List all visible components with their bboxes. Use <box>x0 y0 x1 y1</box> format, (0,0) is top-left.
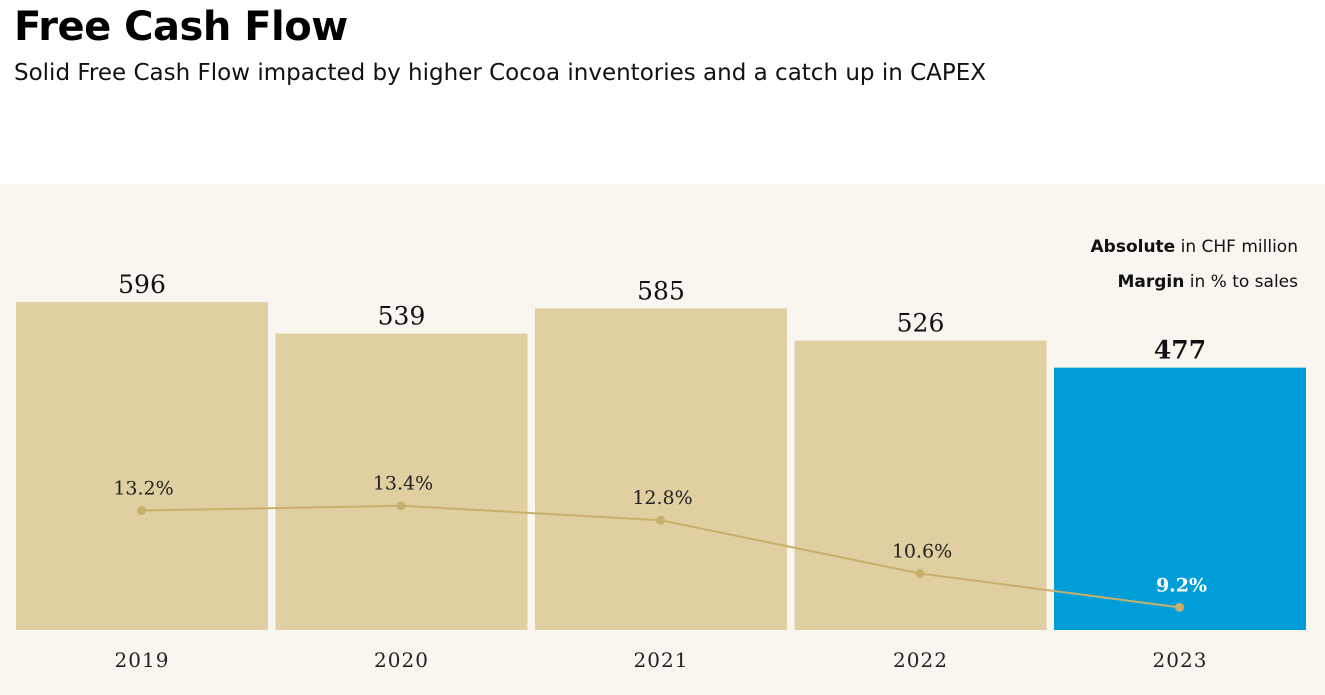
margin-label-2021: 12.8% <box>632 487 692 509</box>
bar-value-label-2020: 539 <box>378 302 426 331</box>
margin-label-2023: 9.2% <box>1156 574 1207 596</box>
page-subtitle: Solid Free Cash Flow impacted by higher … <box>14 60 987 86</box>
x-tick-label-2022: 2022 <box>893 648 948 672</box>
margin-label-2022: 10.6% <box>892 540 952 562</box>
bar-2023 <box>1054 367 1306 630</box>
x-tick-label-2023: 2023 <box>1153 648 1208 672</box>
margin-point-2019 <box>137 506 146 516</box>
bar-2022 <box>794 340 1047 630</box>
margin-point-2021 <box>656 515 665 525</box>
bar-value-label-2021: 585 <box>637 276 685 305</box>
bar-2021 <box>535 308 787 630</box>
margin-point-2023 <box>1175 602 1184 612</box>
legend-margin-bold: Margin <box>1117 272 1185 292</box>
margin-point-2022 <box>915 568 925 578</box>
legend-absolute: Absolute in CHF million <box>1091 237 1299 257</box>
legend-margin-rest: in % to sales <box>1184 272 1298 292</box>
bar-value-label-2022: 526 <box>897 309 945 338</box>
margin-label-2020: 13.4% <box>373 473 433 495</box>
bar-2020 <box>275 333 528 630</box>
legend-absolute-bold: Absolute <box>1090 237 1176 257</box>
margin-label-2019: 13.2% <box>113 478 173 500</box>
bar-value-label-2023: 477 <box>1154 336 1206 365</box>
bar-value-label-2019: 596 <box>118 270 166 299</box>
x-tick-label-2020: 2020 <box>374 648 429 672</box>
bar-2019 <box>16 302 268 630</box>
x-tick-label-2021: 2021 <box>634 648 689 672</box>
page-title: Free Cash Flow <box>14 4 348 50</box>
margin-point-2020 <box>396 501 406 511</box>
x-tick-label-2019: 2019 <box>115 648 170 672</box>
legend-margin: Margin in % to sales <box>1117 272 1298 292</box>
legend-absolute-rest: in CHF million <box>1175 237 1298 257</box>
